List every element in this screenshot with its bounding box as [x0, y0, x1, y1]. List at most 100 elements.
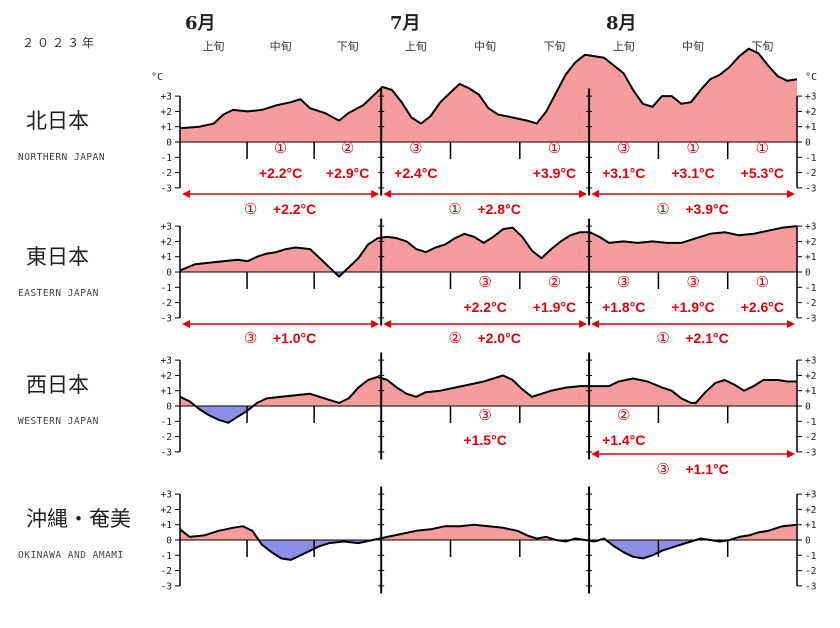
dekad-anomaly-value: +3.1°C [671, 165, 714, 181]
dekad-label: 上旬 [203, 40, 225, 53]
region-name-ja: 東日本 [26, 245, 89, 269]
y-tick-label-right: +2 [805, 371, 816, 382]
region-panel-2: 西日本 WESTERN JAPAN +3 +3 +2 +2 +1 +1 0 0 -1 -1 -2 -2 -3… [18, 352, 817, 478]
y-tick-label-right: 0 [805, 138, 811, 149]
month-label-july: 7月 [390, 13, 421, 34]
y-tick-label-left: 0 [166, 402, 172, 413]
y-tick-label-right: -3 [805, 313, 816, 324]
monthly-arrowhead-right [579, 320, 588, 328]
dekad-label: 上旬 [613, 40, 635, 53]
dekad-anomaly-value: +3.1°C [602, 165, 645, 181]
monthly-arrowhead-left [591, 320, 600, 328]
y-tick-label-left: -2 [161, 566, 172, 577]
dekad-anomaly-value: +1.8°C [602, 299, 645, 315]
region-name-ja: 沖縄・奄美 [26, 507, 131, 531]
y-tick-label-left: -3 [161, 447, 172, 458]
y-tick-label-right: -3 [805, 447, 816, 458]
y-tick-label-left: +2 [161, 107, 172, 118]
monthly-arrowhead-left [383, 320, 392, 328]
dekad-rank: ① [686, 140, 699, 157]
y-tick-label-left: -2 [161, 298, 172, 309]
y-tick-label-left: +3 [161, 222, 172, 233]
y-tick-label-right: +1 [805, 386, 817, 397]
region-name-ja: 西日本 [26, 373, 89, 397]
y-tick-label-right: +1 [805, 122, 817, 133]
region-panel-3: 沖縄・奄美 OKINAWA AND AMAMI +3 +3 +2 +2 +1 +1 0 0 -1 -1… [18, 486, 817, 594]
y-tick-label-left: -1 [161, 417, 173, 428]
dekad-anomaly-value: +3.9°C [533, 165, 576, 181]
y-tick-label-right: 0 [805, 402, 811, 413]
dekad-label: 中旬 [682, 40, 704, 53]
region-name-ja: 北日本 [26, 109, 89, 133]
dekad-rank: ① [548, 140, 561, 157]
y-tick-label-left: +2 [161, 505, 172, 516]
dekad-rank: ② [341, 140, 354, 157]
monthly-anomaly-value: +2.1°C [685, 330, 728, 346]
y-tick-label-left: -3 [161, 313, 172, 324]
monthly-arrowhead-left [182, 320, 190, 328]
anomaly-line [179, 225, 798, 278]
y-tick-label-right: -2 [805, 432, 816, 443]
dekad-anomaly-value: +5.3°C [741, 165, 784, 181]
dekad-label: 下旬 [543, 40, 565, 53]
region-panel-1: 東日本 EASTERN JAPAN +3 +3 +2 +2 +1 +1 0 0 -1 -1 -2 -2 -3… [18, 218, 817, 347]
monthly-rank: ① [448, 201, 461, 218]
monthly-anomaly-value: +2.8°C [477, 201, 520, 217]
y-tick-label-right: 0 [805, 268, 811, 279]
chart-header: ２０２３年 6月 7月 8月 上旬 中旬 下旬 上旬 中旬 下旬 上旬 中旬 下旬 °C °C [22, 13, 817, 83]
monthly-arrowhead-right [787, 320, 795, 328]
y-tick-label-left: +1 [161, 386, 173, 397]
y-tick-label-left: -3 [161, 581, 172, 592]
region-panel-0: 北日本 NORTHERN JAPAN +3 +3 +2 +2 +1 +1 0 0 -1 -1 -2 -2 -… [18, 47, 817, 218]
dekad-anomaly-value: +2.9°C [326, 165, 369, 181]
dekad-labels: 上旬 中旬 下旬 上旬 中旬 下旬 上旬 中旬 下旬 [203, 40, 774, 53]
monthly-anomaly-value: +3.9°C [685, 201, 728, 217]
y-tick-label-right: -3 [805, 183, 816, 194]
y-tick-label-right: +1 [805, 252, 817, 263]
y-tick-label-right: +2 [805, 237, 816, 248]
anomaly-line [179, 374, 797, 424]
monthly-anomaly-value: +2.2°C [273, 201, 316, 217]
monthly-arrowhead-right [579, 190, 588, 198]
dekad-rank: ③ [686, 274, 699, 291]
negative-anomaly-area [180, 540, 797, 560]
monthly-arrowhead-left [182, 190, 190, 198]
region-name-en: NORTHERN JAPAN [18, 152, 105, 163]
monthly-arrowhead-right [787, 450, 795, 458]
y-tick-label-left: +1 [161, 122, 173, 133]
y-tick-label-left: +3 [161, 356, 172, 367]
y-tick-label-left: +2 [161, 237, 172, 248]
dekad-anomaly-value: +1.9°C [671, 299, 714, 315]
y-tick-label-right: -2 [805, 566, 816, 577]
dekad-anomaly-value: +2.2°C [463, 299, 506, 315]
dekad-label: 下旬 [337, 40, 359, 53]
dekad-anomaly-value: +1.9°C [533, 299, 576, 315]
year-label: ２０２３年 [22, 36, 97, 50]
dekad-anomaly-value: +1.4°C [602, 432, 645, 448]
y-tick-label-left: +1 [161, 252, 173, 263]
y-tick-label-right: -1 [805, 153, 817, 164]
month-label-august: 8月 [606, 13, 637, 34]
positive-anomaly-area [180, 524, 797, 540]
dekad-rank: ③ [409, 140, 422, 157]
dekad-rank: ③ [478, 274, 491, 291]
monthly-rank: ② [448, 330, 461, 347]
dekad-rank: ② [548, 274, 561, 291]
dekad-label: 中旬 [474, 40, 496, 53]
monthly-anomaly-value: +2.0°C [477, 330, 520, 346]
y-tick-label-right: 0 [805, 536, 811, 547]
monthly-rank: ① [244, 201, 257, 218]
dekad-rank: ③ [478, 407, 491, 424]
anomaly-line [179, 47, 798, 130]
y-tick-label-left: +1 [161, 520, 173, 531]
y-tick-label-left: +2 [161, 371, 172, 382]
y-tick-label-left: -1 [161, 283, 173, 294]
monthly-arrowhead-left [591, 450, 600, 458]
monthly-arrowhead-left [383, 190, 392, 198]
y-tick-label-right: -2 [805, 298, 816, 309]
y-tick-label-right: -1 [805, 417, 817, 428]
positive-anomaly-area [180, 48, 797, 142]
positive-anomaly-area [180, 375, 797, 406]
region-name-en: EASTERN JAPAN [18, 288, 99, 299]
